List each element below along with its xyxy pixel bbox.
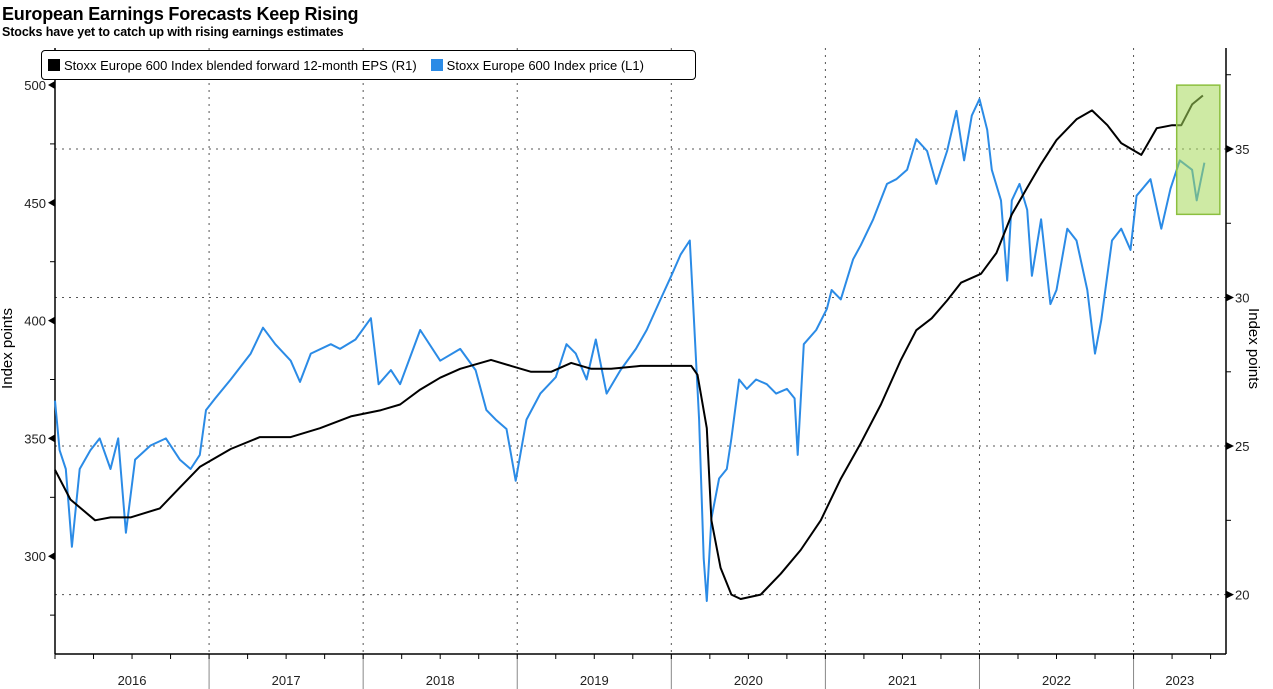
legend: Stoxx Europe 600 Index blended forward 1…: [41, 50, 696, 80]
chart-subtitle: Stocks have yet to catch up with rising …: [2, 25, 344, 39]
legend-swatch-eps: [48, 59, 60, 71]
x-tick-label: 2017: [272, 673, 301, 688]
y-left-tick-marker-icon: [48, 552, 55, 561]
y-left-tick-label: 350: [24, 431, 46, 446]
x-tick-label: 2023: [1165, 673, 1194, 688]
y-right-tick-label: 20: [1235, 588, 1249, 603]
y-left-tick-marker-icon: [48, 198, 55, 207]
y-right-tick-marker-icon: [1226, 442, 1234, 451]
chart-title: European Earnings Forecasts Keep Rising: [2, 4, 359, 24]
legend-item-price: Stoxx Europe 600 Index price (L1): [430, 57, 644, 73]
legend-item-eps: Stoxx Europe 600 Index blended forward 1…: [48, 58, 417, 73]
y-right-tick-marker-icon: [1226, 145, 1234, 153]
price-series-line: [54, 98, 1206, 602]
y-right-tick-marker-icon: [1226, 293, 1234, 302]
x-tick-label: 2020: [734, 673, 763, 688]
x-tick-label: 2016: [118, 673, 147, 688]
y-left-tick-label: 500: [24, 78, 46, 93]
y-left-tick-marker-icon: [48, 434, 55, 443]
x-tick-label: 2021: [888, 673, 917, 688]
legend-label-eps: Stoxx Europe 600 Index blended forward 1…: [64, 57, 417, 73]
y-right-tick-marker-icon: [1226, 590, 1234, 599]
eps-series-line: [54, 94, 1204, 600]
x-tick-label: 2019: [580, 673, 609, 688]
x-tick-label: 2022: [1042, 673, 1071, 688]
legend-swatch-price: [430, 59, 443, 71]
y-left-tick-marker-icon: [48, 80, 55, 89]
y-right-tick-label: 30: [1235, 291, 1249, 306]
y-right-tick-label: 35: [1235, 142, 1249, 157]
y-right-tick-label: 25: [1235, 439, 1249, 454]
y-left-tick-label: 400: [24, 314, 46, 329]
x-tick-label: 2018: [426, 673, 455, 688]
legend-label-price: Stoxx Europe 600 Index price (L1): [446, 57, 644, 73]
y-left-tick-marker-icon: [48, 316, 55, 325]
y-left-tick-label: 450: [24, 196, 46, 211]
highlight-box: [1175, 84, 1221, 216]
y-left-tick-label: 300: [24, 549, 46, 564]
